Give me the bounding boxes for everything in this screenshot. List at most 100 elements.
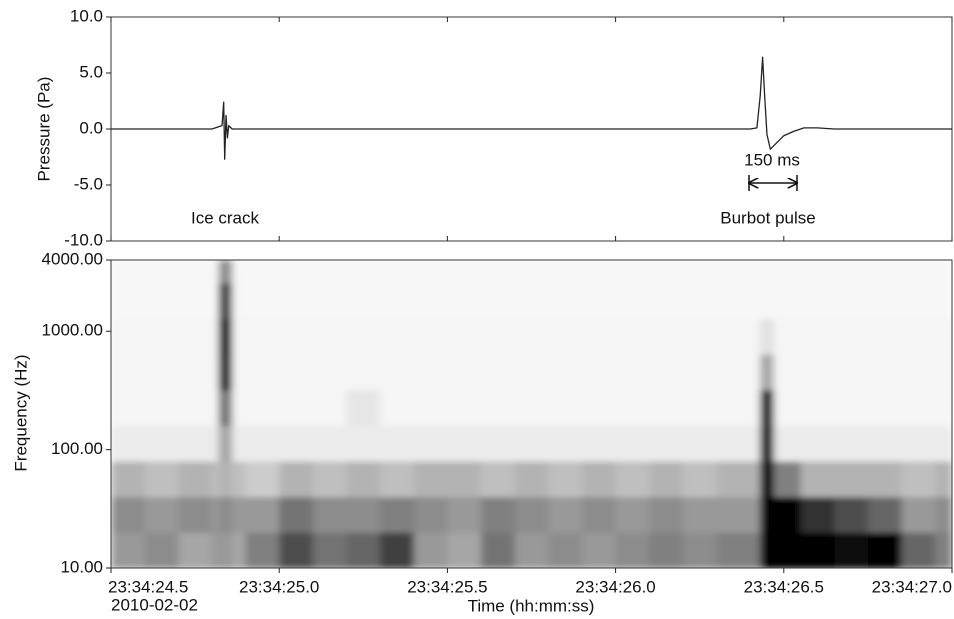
spectrogram-cell: [312, 461, 347, 498]
spectrogram-cell: [867, 461, 903, 498]
spectrogram-cell: [380, 496, 415, 533]
spectrogram-cell: [312, 318, 347, 355]
spectrogram-cell: [218, 318, 233, 355]
spectrogram-cell: [716, 282, 761, 320]
spectrogram-cell: [773, 461, 802, 498]
spectrogram-cell: [218, 425, 233, 462]
spectrogram-cell: [867, 496, 903, 533]
spectrogram-cell: [178, 282, 213, 320]
spectrogram-cell: [682, 318, 718, 355]
spectrogram-cell: [760, 260, 775, 284]
spectrogram-cell: [413, 461, 448, 498]
y-tick-label: 10.00: [60, 557, 103, 576]
spectrogram-cell: [232, 461, 247, 498]
spectrogram-cell: [218, 532, 233, 568]
spectrogram-cell: [773, 496, 802, 533]
spectrogram-cell: [481, 425, 516, 462]
spectrogram-cell: [901, 282, 936, 320]
spectrogram-cell: [346, 282, 381, 320]
spectrogram-cell: [413, 496, 448, 533]
spectrogram-cell: [178, 496, 213, 533]
x-tick-label: 23:34:24.5: [108, 577, 188, 596]
spectrogram-cell: [716, 260, 761, 284]
spectrogram-cell: [834, 318, 869, 355]
spectrogram-cell: [232, 282, 247, 320]
spectrogram-cell: [935, 260, 952, 284]
spectrogram: [111, 260, 952, 568]
spectrogram-cell: [682, 425, 718, 462]
spectrogram-cell: [245, 260, 280, 284]
spectrogram-cell: [279, 461, 314, 498]
spectrogram-cell: [581, 354, 617, 391]
spectrogram-cell: [682, 260, 718, 284]
spectrogram-cell: [245, 532, 280, 568]
spectrogram-cell: [548, 461, 583, 498]
spectrogram-cell: [211, 461, 220, 498]
x-tick-label: 23:34:27.0: [872, 577, 952, 596]
spectrogram-cell: [760, 496, 775, 533]
spectrogram-cell: [548, 354, 583, 391]
spectrogram-cell: [111, 532, 146, 568]
spectrogram-cell: [581, 496, 617, 533]
spectrogram-cell: [548, 318, 583, 355]
spectrogram-cell: [481, 496, 516, 533]
spectrogram-cell: [380, 260, 415, 284]
spectrogram-cell: [514, 425, 549, 462]
spectrogram-cell: [178, 260, 213, 284]
spectrogram-cell: [218, 389, 233, 426]
spectrogram-cell: [245, 282, 280, 320]
spectrogram-cell: [413, 354, 448, 391]
y-tick-label: -5.0: [74, 174, 103, 193]
spectrogram-cell: [232, 496, 247, 533]
spectrogram-cell: [800, 496, 835, 533]
spectrogram-cell: [834, 461, 869, 498]
spectrogram-cell: [760, 282, 775, 320]
annotation: 150 ms: [744, 150, 800, 169]
spectrogram-cell: [615, 354, 650, 391]
spectrogram-cell: [514, 260, 549, 284]
spectrogram-cell: [834, 425, 869, 462]
spectrogram-cell: [346, 318, 381, 355]
spectrogram-cell: [901, 496, 936, 533]
spectrogram-cell: [211, 425, 220, 462]
spectrogram-cell: [218, 354, 233, 391]
spectrogram-cell: [481, 532, 516, 568]
frequency-axis-label: Frequency (Hz): [11, 354, 30, 471]
spectrogram-cell: [615, 282, 650, 320]
spectrogram-cell: [178, 354, 213, 391]
spectrogram-cell: [867, 425, 903, 462]
spectrogram-cell: [867, 354, 903, 391]
spectrogram-cell: [935, 461, 952, 498]
spectrogram-cell: [279, 532, 314, 568]
spectrogram-cell: [312, 354, 347, 391]
spectrogram-cell: [901, 260, 936, 284]
spectrogram-cell: [649, 260, 684, 284]
spectrogram-cell: [800, 532, 835, 568]
x-tick-label: 23:34:25.5: [407, 577, 487, 596]
spectrogram-cell: [144, 318, 179, 355]
spectrogram-cell: [581, 260, 617, 284]
spectrogram-cell: [649, 496, 684, 533]
spectrogram-cell: [211, 260, 220, 284]
spectrogram-cell: [232, 354, 247, 391]
spectrogram-cell: [245, 318, 280, 355]
spectrogram-cell: [380, 282, 415, 320]
spectrogram-cell: [649, 282, 684, 320]
spectrogram-cell: [649, 389, 684, 426]
spectrogram-cell: [867, 260, 903, 284]
spectrogram-cell: [581, 389, 617, 426]
spectrogram-cell: [346, 354, 381, 391]
y-tick-label: 0.0: [79, 118, 103, 137]
spectrogram-cell: [800, 354, 835, 391]
spectrogram-cell: [615, 318, 650, 355]
spectrogram-cell: [380, 532, 415, 568]
spectrogram-cell: [548, 260, 583, 284]
spectrogram-cell: [211, 282, 220, 320]
spectrogram-cell: [581, 318, 617, 355]
spectrogram-cell: [548, 532, 583, 568]
spectrogram-cell: [581, 425, 617, 462]
spectrogram-cell: [581, 461, 617, 498]
spectrogram-cell: [346, 260, 381, 284]
spectrogram-cell: [380, 354, 415, 391]
spectrogram-cell: [232, 532, 247, 568]
